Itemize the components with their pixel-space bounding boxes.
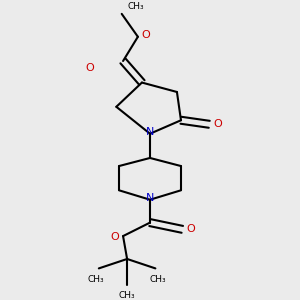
Text: N: N [146, 194, 154, 203]
Text: O: O [85, 63, 94, 73]
Text: N: N [146, 128, 154, 137]
Text: CH₃: CH₃ [150, 275, 166, 284]
Text: CH₃: CH₃ [127, 2, 144, 11]
Text: CH₃: CH₃ [88, 275, 104, 284]
Text: O: O [214, 119, 222, 129]
Text: O: O [142, 30, 150, 40]
Text: O: O [187, 224, 196, 234]
Text: O: O [111, 232, 119, 242]
Text: CH₃: CH₃ [119, 291, 135, 300]
